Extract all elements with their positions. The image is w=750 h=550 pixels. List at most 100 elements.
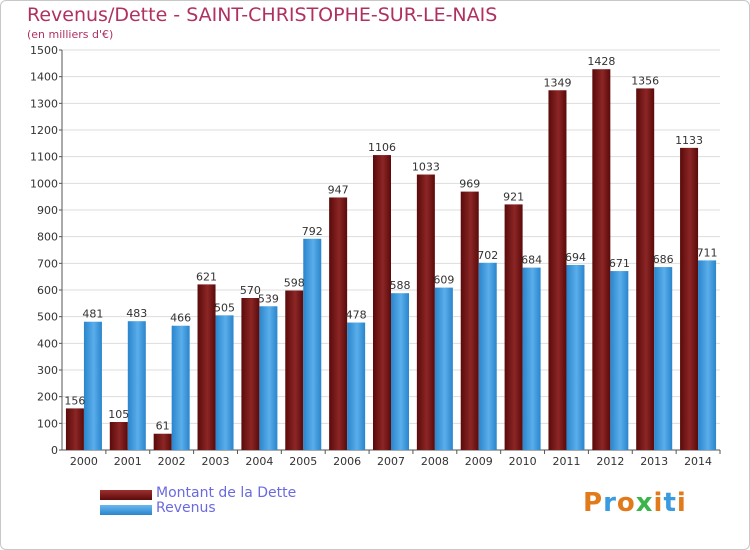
data-label-dette: 621 xyxy=(196,270,217,283)
data-label-revenus: 478 xyxy=(346,309,367,322)
data-label-revenus: 671 xyxy=(609,257,630,270)
bar-revenus xyxy=(654,267,673,450)
bar-revenus xyxy=(434,287,453,450)
y-tick-label: 700 xyxy=(37,257,58,270)
bar-dette xyxy=(65,408,84,450)
logo-letter: x xyxy=(635,488,654,518)
bar-revenus xyxy=(347,322,366,450)
legend-swatch-dette xyxy=(100,490,152,500)
bar-dette xyxy=(241,298,260,450)
data-label-revenus: 609 xyxy=(433,274,454,287)
bar-revenus xyxy=(391,293,409,450)
y-tick-label: 1500 xyxy=(30,44,58,57)
y-tick-label: 200 xyxy=(37,391,58,404)
x-tick-label: 2006 xyxy=(333,455,361,468)
y-tick-label: 1000 xyxy=(30,177,58,190)
chart-title: Revenus/Dette - SAINT-CHRISTOPHE-SUR-LE-… xyxy=(27,4,498,26)
data-label-dette: 570 xyxy=(240,284,261,297)
bar-dette xyxy=(373,155,391,451)
x-tick-label: 2004 xyxy=(245,455,273,468)
data-label-dette: 969 xyxy=(459,178,480,191)
legend-swatch-revenus xyxy=(100,505,152,515)
data-label-revenus: 483 xyxy=(126,307,147,320)
legend-label-revenus: Revenus xyxy=(156,500,216,516)
data-label-revenus: 588 xyxy=(390,279,411,292)
data-label-revenus: 466 xyxy=(170,312,191,325)
y-tick-label: 800 xyxy=(37,231,58,244)
x-tick-label: 2007 xyxy=(377,455,405,468)
data-label-revenus: 539 xyxy=(258,292,279,305)
y-tick-label: 400 xyxy=(37,337,58,350)
bar-dette xyxy=(636,88,655,451)
bar-revenus xyxy=(478,262,497,450)
data-label-dette: 921 xyxy=(503,190,524,203)
bar-revenus xyxy=(259,306,278,450)
data-label-revenus: 711 xyxy=(697,246,718,259)
logo-letter: t xyxy=(663,488,677,518)
proxiti-logo: Proxiti xyxy=(583,488,687,518)
data-label-dette: 1033 xyxy=(412,161,440,174)
y-tick-label: 500 xyxy=(37,311,58,324)
x-tick-label: 2011 xyxy=(552,455,580,468)
data-label-revenus: 792 xyxy=(302,225,323,238)
x-tick-label: 2008 xyxy=(421,455,449,468)
logo-letter: i xyxy=(653,488,664,518)
bar-revenus xyxy=(127,321,146,450)
bar-revenus xyxy=(215,315,234,450)
bar-dette xyxy=(460,191,479,450)
y-tick-label: 300 xyxy=(37,364,58,377)
data-label-dette: 156 xyxy=(64,394,85,407)
data-label-revenus: 694 xyxy=(565,251,586,264)
x-tick-label: 2014 xyxy=(684,455,712,468)
bar-dette xyxy=(504,204,523,450)
bar-revenus xyxy=(303,238,322,450)
chart-subtitle: (en milliers d'€) xyxy=(27,28,114,41)
data-label-dette: 1133 xyxy=(675,134,703,147)
bar-revenus xyxy=(698,260,717,450)
bar-dette xyxy=(592,69,611,450)
x-tick-label: 2010 xyxy=(509,455,537,468)
legend-label-dette: Montant de la Dette xyxy=(156,485,297,501)
y-tick-label: 1400 xyxy=(30,71,58,84)
y-tick-label: 1100 xyxy=(30,151,58,164)
bar-dette xyxy=(153,433,172,450)
data-label-dette: 61 xyxy=(156,420,170,433)
x-tick-label: 2005 xyxy=(289,455,317,468)
bar-revenus xyxy=(83,321,102,450)
bar-revenus xyxy=(610,271,629,450)
data-label-revenus: 481 xyxy=(82,308,103,321)
data-label-dette: 1356 xyxy=(631,74,659,87)
x-tick-label: 2001 xyxy=(114,455,142,468)
data-label-dette: 1349 xyxy=(543,76,571,89)
data-label-dette: 105 xyxy=(108,408,129,421)
data-label-dette: 947 xyxy=(328,183,349,196)
bar-dette xyxy=(548,90,567,451)
x-tick-label: 2009 xyxy=(465,455,493,468)
data-label-dette: 1106 xyxy=(368,141,396,154)
bar-dette xyxy=(109,422,128,450)
logo-letter: r xyxy=(603,488,617,518)
y-tick-label: 0 xyxy=(51,444,58,457)
x-tick-label: 2012 xyxy=(596,455,624,468)
bar-revenus xyxy=(171,325,190,450)
y-tick-label: 600 xyxy=(37,284,58,297)
y-tick-label: 900 xyxy=(37,204,58,217)
logo-letter: o xyxy=(616,488,636,518)
bar-revenus xyxy=(566,264,585,450)
y-tick-label: 100 xyxy=(37,417,58,430)
bar-dette xyxy=(285,290,304,450)
x-tick-label: 2000 xyxy=(70,455,98,468)
bar-revenus xyxy=(522,267,541,450)
x-tick-label: 2003 xyxy=(202,455,230,468)
bar-dette xyxy=(416,174,435,451)
logo-letter: i xyxy=(676,488,687,518)
bar-dette xyxy=(329,197,348,450)
logo-letter: P xyxy=(583,488,604,518)
bar-dette xyxy=(197,284,216,450)
data-label-dette: 1428 xyxy=(587,55,615,68)
y-tick-label: 1200 xyxy=(30,124,58,137)
data-label-revenus: 684 xyxy=(521,254,542,267)
data-label-revenus: 702 xyxy=(477,249,498,262)
data-label-revenus: 505 xyxy=(214,301,235,314)
